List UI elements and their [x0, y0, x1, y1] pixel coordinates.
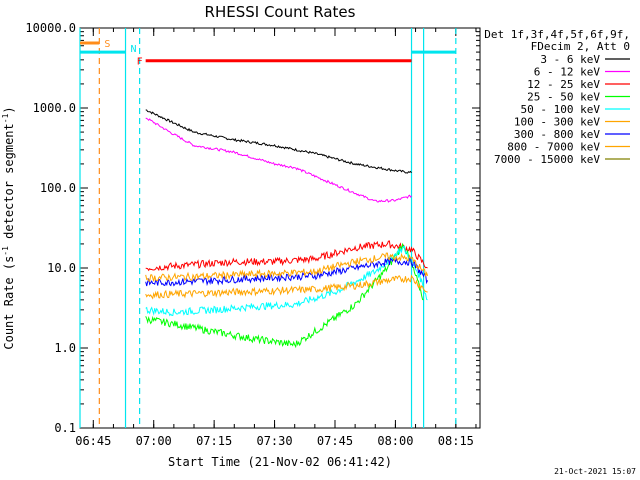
legend-entry-label: 25 - 50 keV — [527, 91, 600, 104]
x-axis-label: Start Time (21-Nov-02 06:41:42) — [168, 455, 392, 469]
series-line — [145, 240, 428, 272]
x-tick-label: 07:00 — [136, 434, 172, 448]
y-tick-label: 1000.0 — [33, 101, 76, 115]
y-axis-label-exp1: -1 — [1, 246, 10, 256]
series-line — [145, 245, 428, 317]
series-line — [145, 242, 424, 349]
x-tick-label: 07:45 — [317, 434, 353, 448]
series-line — [145, 257, 429, 287]
y-axis-label-exp2: -1 — [1, 113, 10, 123]
legend-entry-label: 300 - 800 keV — [514, 128, 600, 141]
legend-entry-label: 100 - 300 keV — [514, 116, 600, 129]
legend-entry-label: 6 - 12 keV — [534, 66, 601, 79]
legend-entry-label: 7000 - 15000 keV — [494, 153, 600, 166]
legend-header-1: Det 1f,3f,4f,5f,6f,9f, — [484, 28, 630, 41]
y-axis-label-end: ) — [2, 106, 16, 113]
y-tick-label: 10000.0 — [25, 21, 76, 35]
x-tick-label: 08:15 — [438, 434, 474, 448]
series-line — [145, 252, 429, 283]
y-tick-label: 10.0 — [47, 261, 76, 275]
legend-entry-label: 50 - 100 keV — [521, 103, 601, 116]
y-tick-label: 1.0 — [54, 341, 76, 355]
y-tick-label: 0.1 — [54, 421, 76, 435]
x-tick-label: 06:45 — [75, 434, 111, 448]
series-line — [145, 117, 412, 203]
legend-entry-label: 800 - 7000 keV — [507, 141, 600, 154]
legend-entry-label: 3 - 6 keV — [540, 53, 600, 66]
y-axis-label-mid: detector segment — [2, 123, 16, 246]
series-line — [145, 274, 428, 300]
annotation-label: F — [137, 57, 143, 68]
x-tick-label: 07:30 — [256, 434, 292, 448]
annotation-label: N — [131, 44, 137, 55]
legend-entry-label: 12 - 25 keV — [527, 78, 600, 91]
timestamp: 21-Oct-2021 15:07 — [554, 467, 636, 476]
series-line — [145, 109, 412, 174]
x-tick-label: 08:00 — [377, 434, 413, 448]
legend-header-2: FDecim 2, Att 0 — [531, 40, 630, 53]
annotation-label: S — [104, 39, 110, 50]
chart-title: RHESSI Count Rates — [205, 3, 356, 21]
x-tick-label: 07:15 — [196, 434, 232, 448]
y-axis-label: Count Rate (s-1 detector segment-1) — [1, 106, 16, 349]
y-tick-label: 100.0 — [40, 181, 76, 195]
